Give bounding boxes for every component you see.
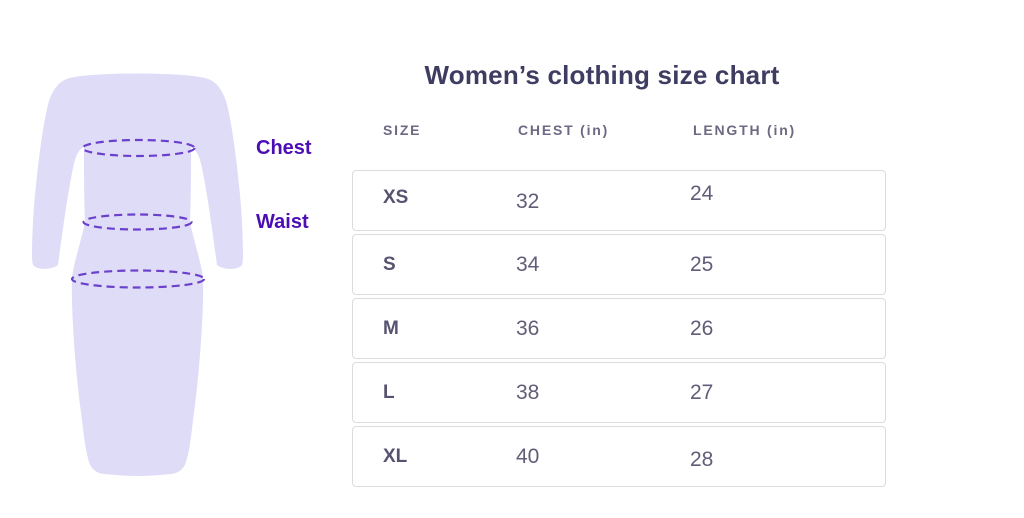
table-row: S 34 25 [352,234,886,295]
dress-silhouette [32,73,243,476]
table-row: L 38 27 [352,362,886,423]
size-value: L [383,381,395,403]
length-value: 27 [690,380,714,404]
size-value: XS [383,186,409,208]
chest-value: 38 [516,380,540,404]
column-header-chest: CHEST (in) [518,122,610,138]
chest-value: 32 [516,189,540,213]
hip-measure-line [70,269,206,289]
column-header-size: SIZE [383,122,422,138]
size-value: S [383,253,396,275]
chest-label: Chest [256,137,312,159]
column-header-length: LENGTH (in) [693,122,797,138]
table-row: M 36 26 [352,298,886,359]
size-value: XL [383,445,408,467]
waist-label: Waist [256,211,309,233]
chest-value: 40 [516,444,540,468]
size-table: XS 32 24 S 34 25 M 36 26 L 38 27 XL 40 2… [352,170,886,490]
length-value: 28 [690,447,714,471]
length-value: 25 [690,252,714,276]
table-header-row: SIZE CHEST (in) LENGTH (in) [352,122,886,140]
chest-value: 36 [516,316,540,340]
length-value: 26 [690,316,714,340]
page-title: Women’s clothing size chart [424,60,780,90]
length-value: 24 [690,181,714,205]
table-row: XS 32 24 [352,170,886,231]
size-value: M [383,317,399,339]
chest-value: 34 [516,252,540,276]
chest-measure-line [81,138,196,158]
table-row: XL 40 28 [352,426,886,487]
waist-measure-line [82,213,193,231]
